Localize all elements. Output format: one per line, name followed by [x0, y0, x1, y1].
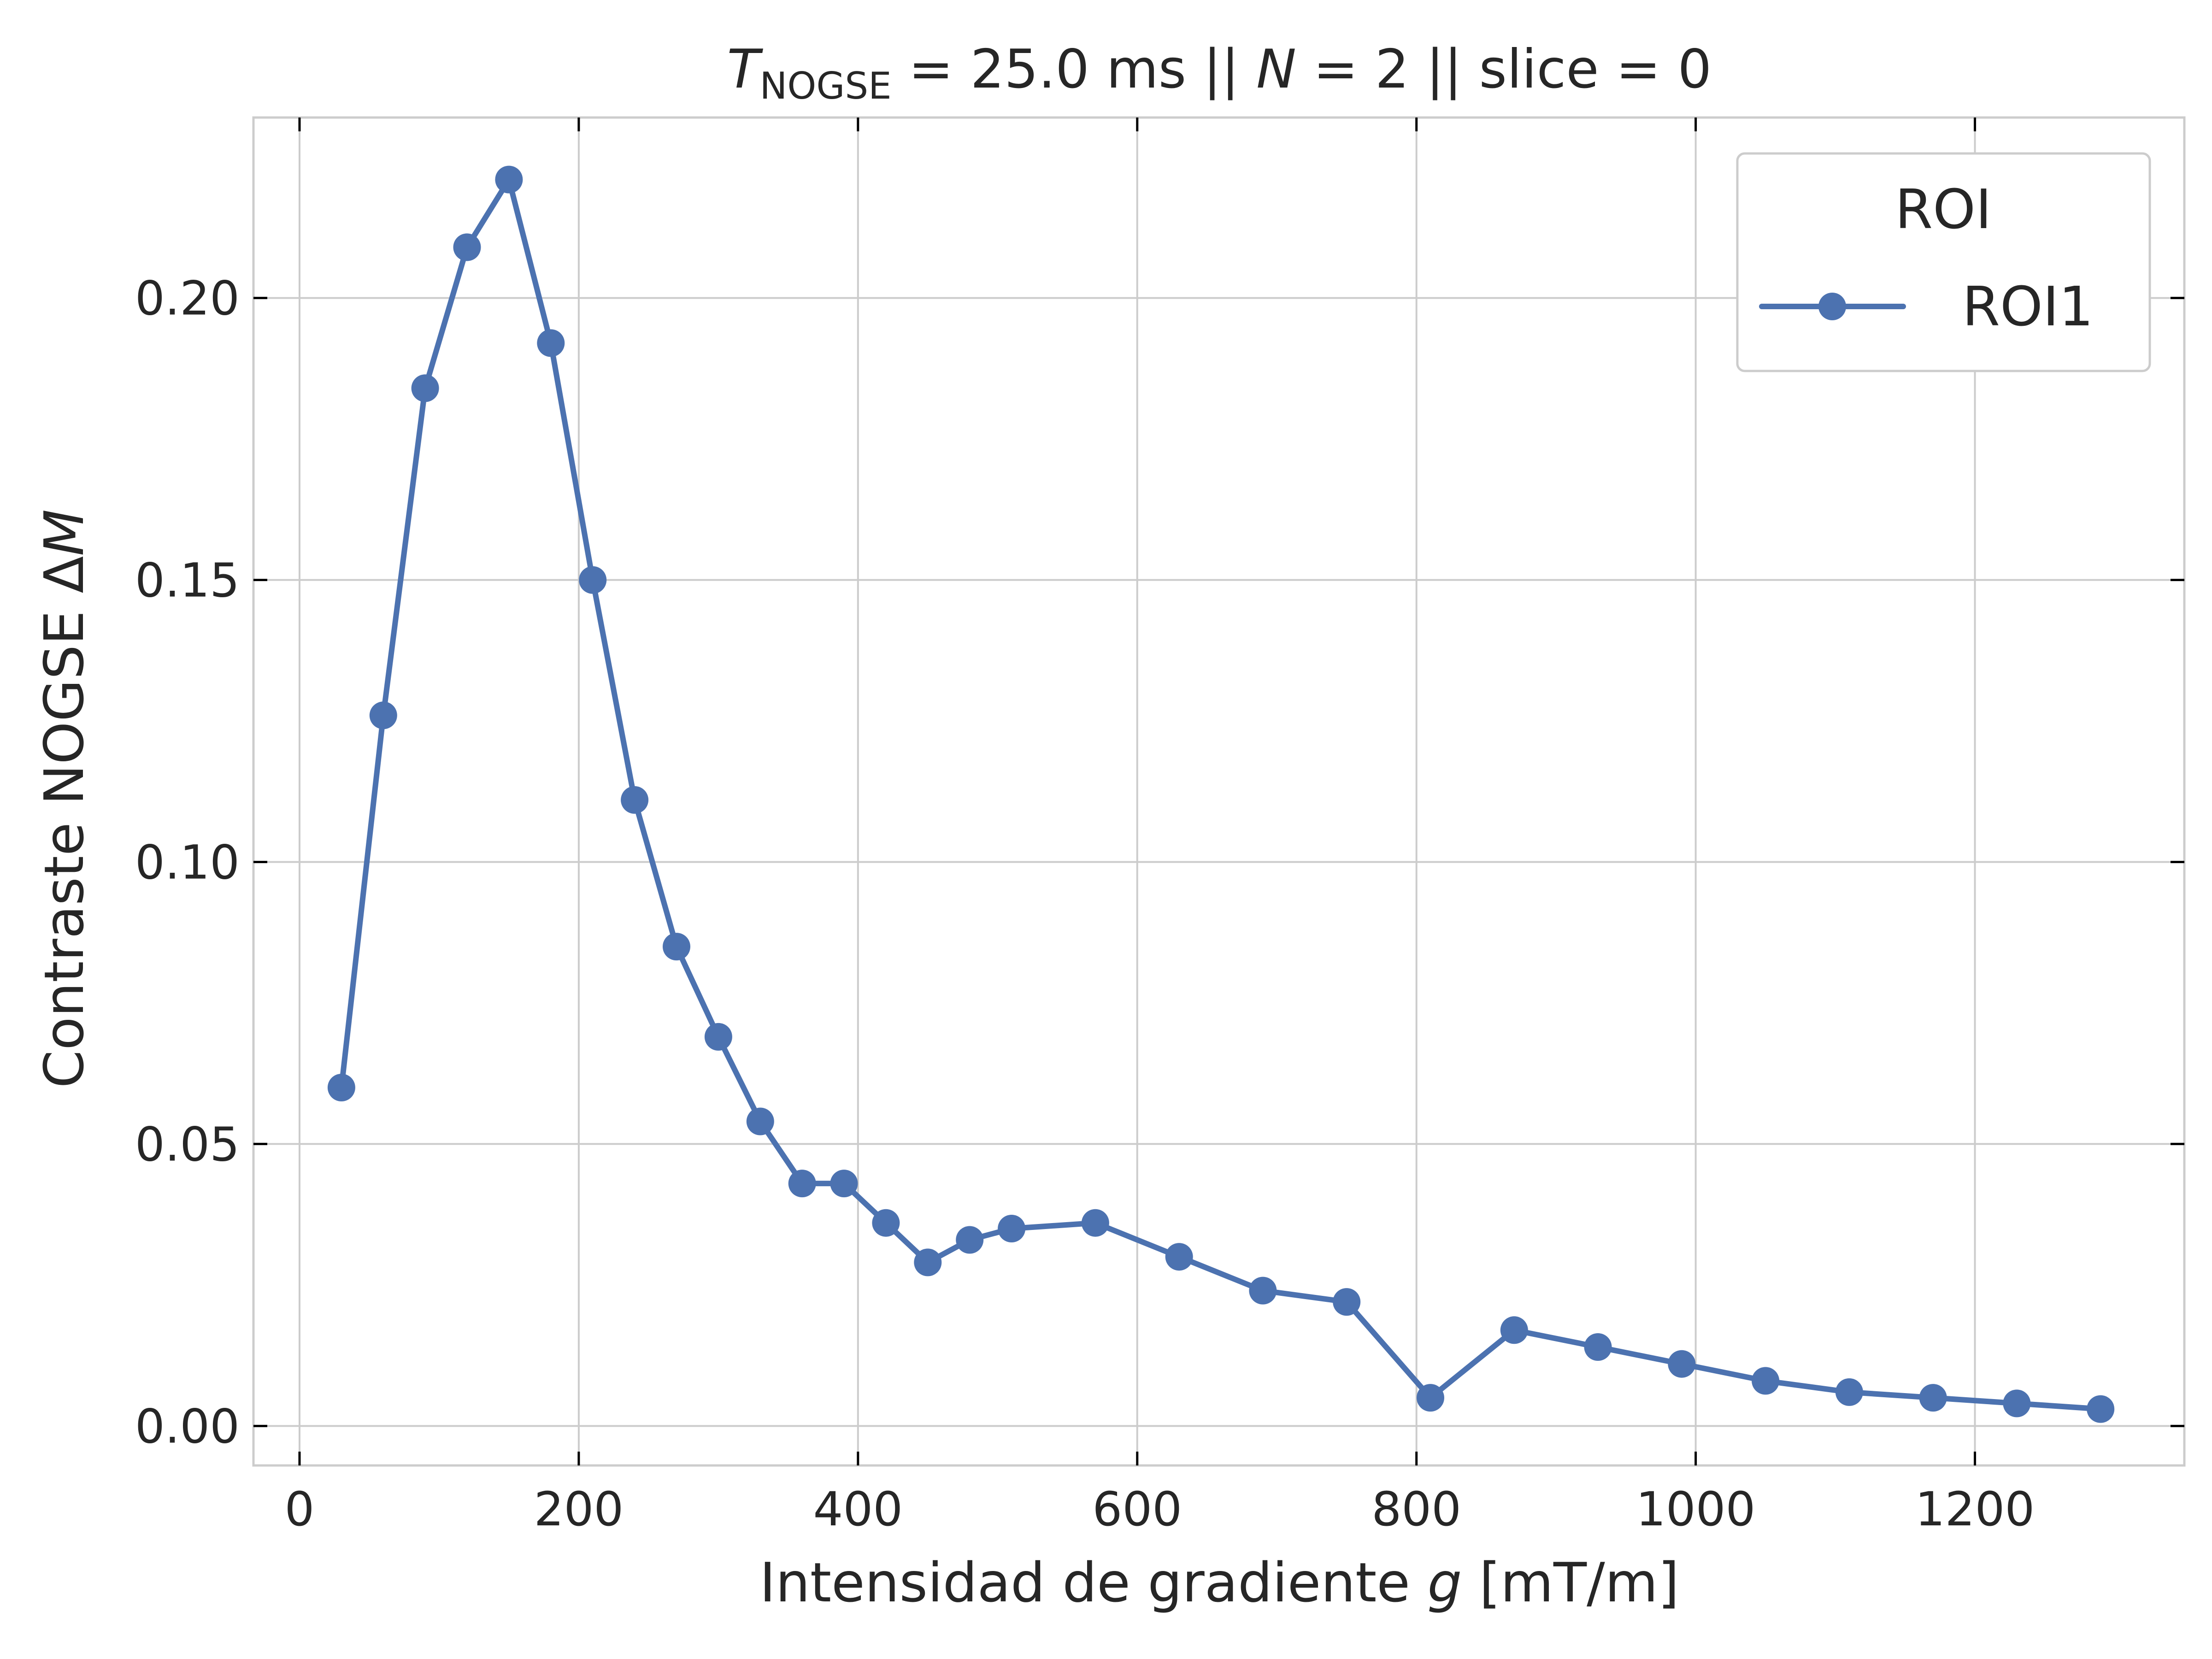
data-point [411, 374, 439, 402]
legend-label-roi1: ROI1 [1962, 275, 2094, 338]
x-tick-label: 1000 [1636, 1482, 1756, 1537]
y-tick-label: 0.20 [135, 271, 240, 326]
x-tick-labels: 0 200 400 600 800 1000 1200 [285, 1482, 2035, 1537]
data-point [998, 1215, 1026, 1242]
y-tick-label: 0.10 [135, 835, 240, 890]
y-tick-label: 0.15 [135, 553, 240, 608]
title-t-rest: = 25.0 ms || [892, 38, 1256, 100]
title-n-symbol: N [1256, 38, 1296, 100]
x-tick-label: 400 [813, 1482, 903, 1537]
y-axis-label: Contraste NOGSE ΔM [32, 509, 96, 1088]
data-point [788, 1170, 816, 1198]
data-point [495, 165, 523, 194]
data-point [872, 1209, 900, 1237]
legend-title: ROI [1895, 177, 1992, 241]
data-point [453, 233, 481, 261]
data-point [1333, 1288, 1361, 1316]
series-line-roi1 [338, 176, 2104, 1412]
data-point [579, 566, 607, 594]
x-tick-label: 200 [534, 1482, 624, 1537]
x-tick-label: 600 [1092, 1482, 1182, 1537]
y-axis-label-symbol: M [32, 509, 96, 556]
data-point [1919, 1384, 1947, 1412]
data-point [1500, 1316, 1528, 1344]
y-axis-label-prefix: Contraste NOGSE Δ [32, 556, 96, 1088]
data-point [704, 1023, 732, 1051]
data-point [537, 329, 565, 357]
data-point [1584, 1333, 1612, 1361]
y-tick-label: 0.05 [135, 1117, 240, 1172]
x-tick-label: 1200 [1915, 1482, 2035, 1537]
x-axis-label-suffix: [mT/m] [1462, 1551, 1679, 1614]
data-point [1165, 1243, 1193, 1271]
data-point [1081, 1209, 1109, 1237]
title-t-symbol: T [727, 38, 764, 100]
grid-lines [253, 118, 2184, 1465]
data-point [1752, 1367, 1780, 1395]
data-point [746, 1107, 774, 1135]
data-point [1668, 1350, 1696, 1378]
y-tick-label: 0.00 [135, 1399, 240, 1454]
data-point [369, 701, 397, 729]
data-point [1835, 1378, 1863, 1406]
title-n-rest: = 2 || slice = 0 [1296, 38, 1712, 100]
x-axis-label-symbol: g [1428, 1551, 1462, 1614]
data-point [830, 1170, 858, 1198]
axis-ticks [253, 118, 2184, 1465]
data-point [663, 933, 690, 961]
plot-area-frame [252, 116, 2186, 1467]
data-point [1249, 1277, 1277, 1305]
chart-title: TNOGSE = 25.0 ms || N = 2 || slice = 0 [727, 38, 1712, 107]
data-point [327, 1074, 355, 1101]
data-point [956, 1226, 984, 1254]
data-point [621, 786, 649, 814]
data-point [1417, 1384, 1444, 1412]
series-roi1 [327, 165, 2115, 1423]
y-tick-labels: 0.00 0.05 0.10 0.15 0.20 [135, 271, 240, 1454]
legend-marker-roi1 [1818, 293, 1846, 320]
data-point [2003, 1389, 2031, 1418]
x-axis-label: Intensidad de gradiente g [mT/m] [759, 1551, 1679, 1614]
title-t-subscript: NOGSE [760, 65, 892, 107]
x-tick-label: 800 [1371, 1482, 1461, 1537]
x-axis-label-prefix: Intensidad de gradiente [759, 1551, 1427, 1614]
x-tick-label: 0 [285, 1482, 315, 1537]
legend: ROI ROI1 [1736, 152, 2151, 372]
data-point [2087, 1395, 2115, 1423]
data-point [914, 1248, 942, 1277]
